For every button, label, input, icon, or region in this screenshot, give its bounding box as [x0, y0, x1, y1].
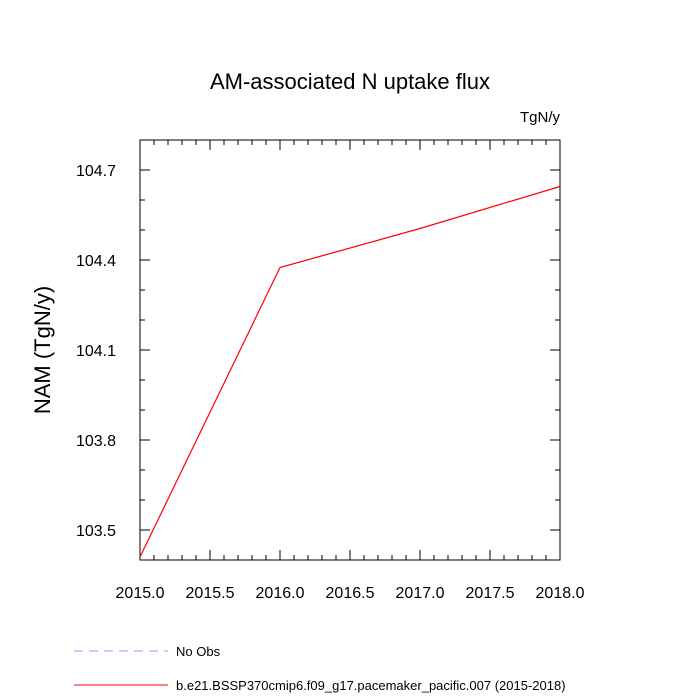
x-tick-label: 2018.0	[536, 585, 585, 602]
x-tick-label: 2015.5	[186, 585, 235, 602]
axis-ticks	[139, 139, 561, 561]
x-tick-label: 2017.0	[396, 585, 445, 602]
x-tick-label: 2015.0	[116, 585, 165, 602]
x-tick-label: 2016.0	[256, 585, 305, 602]
y-tick-label: 103.8	[76, 433, 116, 450]
y-tick-label: 104.1	[76, 343, 116, 360]
legend-label-model: b.e21.BSSP370cmip6.f09_g17.pacemaker_pac…	[176, 678, 566, 693]
x-tick-label: 2016.5	[326, 585, 375, 602]
legend: No Obs b.e21.BSSP370cmip6.f09_g17.pacema…	[74, 644, 566, 693]
series-group	[139, 185, 561, 558]
y-tick-label: 104.4	[76, 253, 116, 270]
units-label: TgN/y	[520, 109, 561, 126]
y-tick-label: 104.7	[76, 163, 116, 180]
x-tick-label: 2017.5	[466, 585, 515, 602]
legend-label-no-obs: No Obs	[176, 644, 221, 659]
x-tick-labels: 2015.0 2015.5 2016.0 2016.5 2017.0 2017.5 2018…	[116, 585, 585, 602]
y-tick-label: 103.5	[76, 523, 116, 540]
series-line	[139, 185, 561, 558]
y-tick-labels: 103.5 103.8 104.1 104.4 104.7	[76, 163, 116, 540]
chart-title: AM-associated N uptake flux	[210, 69, 490, 94]
y-axis-label: NAM (TgN/y)	[30, 286, 55, 414]
plot-frame	[139, 139, 561, 561]
